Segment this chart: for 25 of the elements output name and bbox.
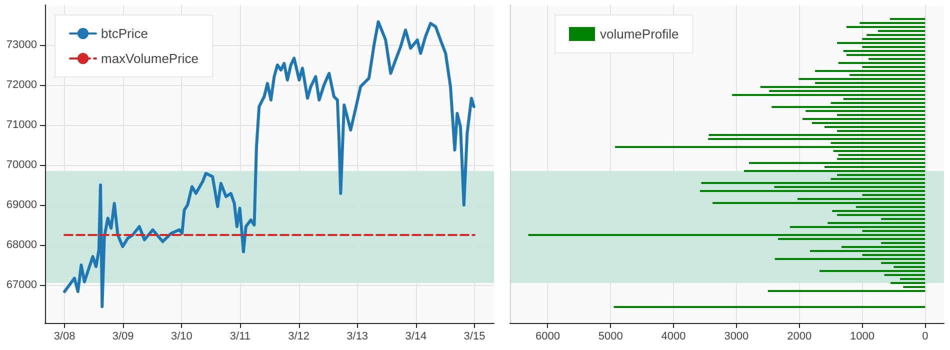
legend-label: maxVolumePrice	[101, 51, 199, 66]
x-tick-label: 3/12	[288, 330, 310, 342]
y-tick-label: 68000	[6, 239, 37, 251]
x-tick-label: 1000	[850, 330, 874, 342]
x-tick-label: 3/09	[112, 330, 134, 342]
y-tick-label: 69000	[6, 199, 37, 211]
x-tick-label: 6000	[535, 330, 560, 342]
x-tick-label: 3/14	[405, 330, 427, 342]
legend-label: volumeProfile	[600, 26, 679, 42]
x-tick-label: 5000	[598, 330, 623, 342]
y-tick-label: 71000	[6, 119, 37, 131]
legend-label: btcPrice	[101, 26, 148, 41]
y-tick-label: 67000	[6, 279, 37, 291]
y-tick-label: 70000	[6, 159, 37, 171]
x-tick-label: 3/13	[346, 330, 368, 342]
x-tick-label: 4000	[661, 330, 686, 342]
x-tick-label: 3/10	[170, 330, 192, 342]
y-tick-label: 73000	[6, 39, 37, 51]
x-tick-label: 0	[922, 330, 928, 342]
x-tick-label: 2000	[787, 330, 812, 342]
x-tick-label: 3000	[724, 330, 749, 342]
y-tick-label: 72000	[6, 79, 37, 91]
x-tick-label: 3/08	[54, 330, 76, 342]
x-tick-label: 3/15	[464, 330, 486, 342]
x-tick-label: 3/11	[230, 330, 251, 342]
